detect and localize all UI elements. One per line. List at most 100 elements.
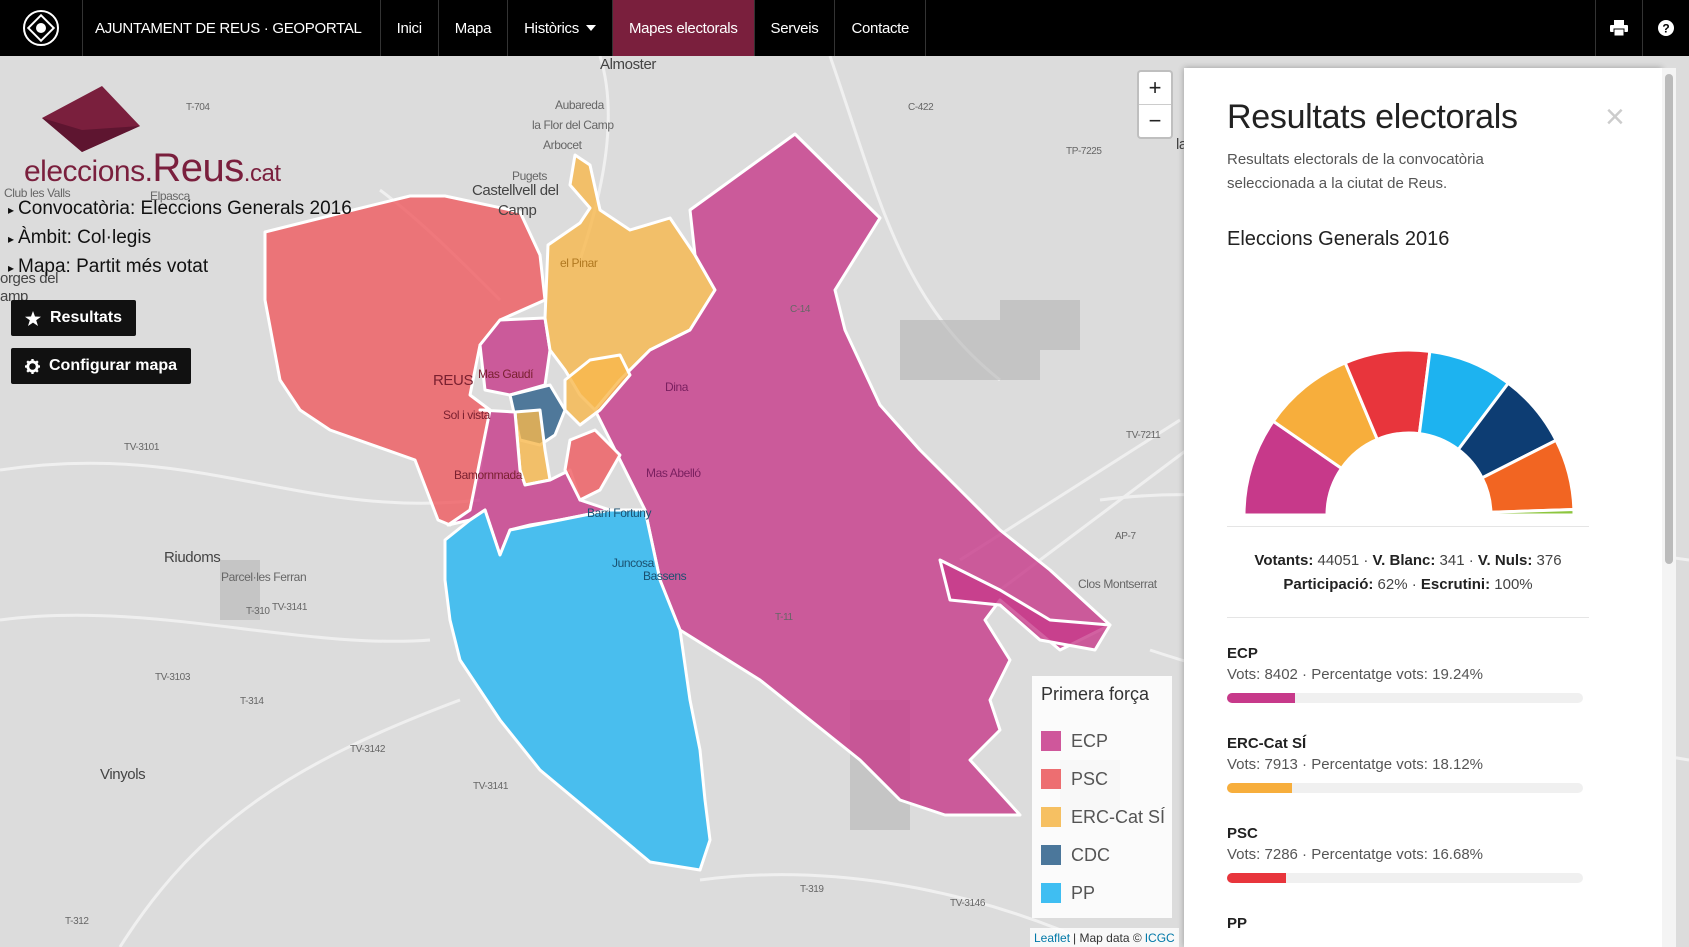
party-result: PP xyxy=(1227,915,1589,932)
help-button[interactable]: ? xyxy=(1642,0,1689,56)
road-label: T-319 xyxy=(800,884,824,895)
district-erc-inner xyxy=(563,353,632,427)
legend-swatch xyxy=(1041,769,1061,789)
donut-slice-other[interactable] xyxy=(1489,507,1576,517)
brand-title[interactable]: AJUNTAMENT DE REUS · GEOPORTAL xyxy=(83,0,381,56)
escrutini-label: Escrutini: xyxy=(1420,576,1491,593)
placename-bassens: Bassens xyxy=(643,569,687,583)
legend-item: CDC xyxy=(1032,836,1172,874)
convocatoria-label: Convocatòria: xyxy=(18,198,136,219)
nav-serveis[interactable]: Serveis xyxy=(755,0,836,56)
road-label: AP-7 xyxy=(1115,531,1136,542)
road-label: TP-7225 xyxy=(1066,146,1102,157)
party-bar-track xyxy=(1227,693,1583,703)
placename-riudoms: Riudoms xyxy=(164,549,221,566)
mapa-label: Mapa: xyxy=(18,256,71,277)
legend-label: ERC-Cat SÍ xyxy=(1071,806,1166,827)
placename-mas-abello: Mas Abelló xyxy=(646,466,701,480)
placename-almoster: Almoster xyxy=(600,56,656,73)
mapa-value: Partit més votat xyxy=(76,256,209,277)
map-canvas[interactable] xyxy=(0,56,1689,947)
leaflet-link[interactable]: Leaflet xyxy=(1034,930,1071,945)
legend-swatch xyxy=(1041,807,1061,827)
placename-sol-i-vista: Sol i vista xyxy=(443,408,490,422)
geoportal-logo[interactable] xyxy=(0,0,83,56)
close-panel-button[interactable]: × xyxy=(1605,98,1625,136)
placename-camp: Camp xyxy=(498,202,537,219)
road-label: TV-3146 xyxy=(950,898,986,909)
zoom-out-button[interactable]: − xyxy=(1148,108,1162,133)
scrollbar-thumb[interactable] xyxy=(1665,74,1673,564)
results-panel: Resultats electorals × Resultats elector… xyxy=(1184,68,1662,947)
legend-item: PSC xyxy=(1032,760,1172,798)
party-name: PSC xyxy=(1227,825,1258,842)
votants-label: Votants: xyxy=(1254,552,1314,569)
print-button[interactable] xyxy=(1595,0,1642,56)
panel-scrollbar[interactable] xyxy=(1662,68,1676,947)
nav-spacer xyxy=(926,0,1595,56)
icgc-link[interactable]: ICGC xyxy=(1144,930,1175,945)
zoom-in-button[interactable]: + xyxy=(1139,72,1171,105)
legend-label: CDC xyxy=(1071,844,1110,865)
district-pp-south xyxy=(443,508,712,872)
party-votes: Vots: 8402 · Percentatge vots: 19.24% xyxy=(1227,666,1483,683)
nav-mapes-electorals[interactable]: Mapes electorals xyxy=(612,0,755,56)
caret-down-icon xyxy=(585,25,596,31)
placename-mas-gaudi: Mas Gaudí xyxy=(478,367,534,381)
ambit-label: Àmbit: xyxy=(18,227,72,248)
road-label: T-704 xyxy=(186,102,210,113)
district-ecp-southeast xyxy=(938,558,1112,652)
logo-icon xyxy=(23,10,59,46)
info-ambit: Àmbit: Col·legis xyxy=(8,224,352,253)
road-label: TV-3103 xyxy=(155,672,191,683)
escrutini-value: 100% xyxy=(1494,576,1533,593)
stats-line-2: Participació: 62% · Escrutini: 100% xyxy=(1283,576,1533,593)
placename-dina: Dina xyxy=(665,380,689,394)
attribution-text: | Map data © xyxy=(1073,930,1142,945)
nav-inici[interactable]: Inici xyxy=(381,0,439,56)
road-label: T-310 xyxy=(246,606,270,617)
placename-clos-montserrat: Clos Montserrat xyxy=(1078,577,1157,591)
district-ecp-north xyxy=(478,316,552,397)
legend-item: ERC-Cat SÍ xyxy=(1032,798,1172,836)
placename-la: la xyxy=(1176,136,1187,153)
zoom-control: + − xyxy=(1137,70,1173,139)
road-label: C-14 xyxy=(790,304,811,315)
party-result: ECP Vots: 8402 · Percentatge vots: 19.24… xyxy=(1227,645,1589,703)
map-legend: Primera força ECP PSC ERC-Cat SÍ CDC PP xyxy=(1032,676,1172,918)
logo-suffix: .cat xyxy=(243,160,281,187)
party-bar-fill xyxy=(1227,783,1292,793)
print-icon xyxy=(1610,20,1628,36)
placename-parceles-ferran: Parcel·les Ferran xyxy=(221,570,307,584)
placename-bamornmada: Bamornmada xyxy=(454,468,523,482)
road-label: C-422 xyxy=(908,102,934,113)
nuls-label: V. Nuls: xyxy=(1477,552,1533,569)
star-icon xyxy=(25,310,41,326)
nav-contacte[interactable]: Contacte xyxy=(835,0,927,56)
placename-flor-del-camp: la Flor del Camp xyxy=(532,118,614,132)
party-votes: Vots: 7286 · Percentatge vots: 16.68% xyxy=(1227,846,1483,863)
results-button[interactable]: Resultats xyxy=(11,300,137,336)
nav-historics[interactable]: Històrics xyxy=(508,0,613,56)
results-button-label: Resultats xyxy=(50,309,123,326)
svg-text:?: ? xyxy=(1662,22,1669,36)
blanc-label: V. Blanc: xyxy=(1372,552,1436,569)
legend-label: ECP xyxy=(1071,730,1109,751)
party-name: ERC-Cat SÍ xyxy=(1227,735,1307,752)
placename-juncosa: Juncosa xyxy=(612,556,654,570)
envelope-icon xyxy=(42,86,140,152)
party-bar-fill xyxy=(1227,693,1296,703)
help-icon: ? xyxy=(1658,20,1674,36)
configure-map-button[interactable]: Configurar mapa xyxy=(11,348,192,384)
road-label: TV-7211 xyxy=(1126,430,1161,441)
party-name: PP xyxy=(1227,915,1248,932)
nav-mapa[interactable]: Mapa xyxy=(439,0,509,56)
district-psc-center xyxy=(563,428,622,502)
party-votes: Vots: 7913 · Percentatge vots: 18.12% xyxy=(1227,756,1483,773)
legend-item: ECP xyxy=(1032,722,1172,760)
nuls-value: 376 xyxy=(1536,552,1562,569)
ambit-value: Col·legis xyxy=(77,227,152,248)
party-bar-fill xyxy=(1227,873,1287,883)
road-label: TV-3142 xyxy=(350,744,386,755)
road-label: T-314 xyxy=(240,696,264,707)
